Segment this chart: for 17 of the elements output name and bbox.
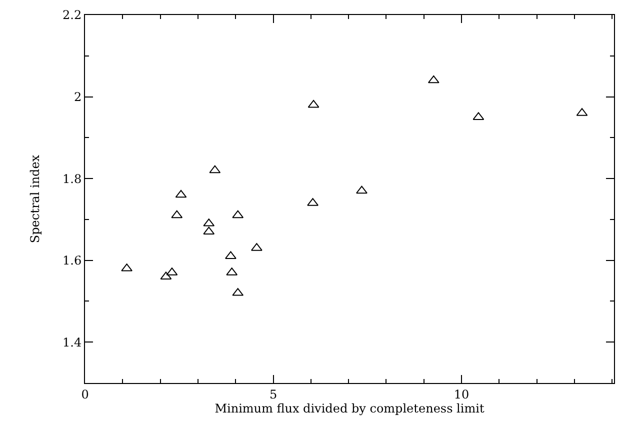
x-tick-label: 10 [454,387,470,402]
point [209,165,221,174]
point [175,190,187,198]
point [356,186,368,194]
y-axis-title: Spectral index [28,154,42,244]
y-tick-label: 1.4 [62,335,82,350]
point [171,210,183,218]
x-tick-label: 5 [269,387,278,402]
y-tick-label: 2.2 [62,8,82,22]
x-axis-title: Minimum flux divided by completeness limit [214,401,484,416]
point [232,210,244,218]
point [308,100,320,108]
x-tick-label: 0 [81,387,89,402]
point [428,75,440,84]
y-tick-label: 2 [74,90,82,104]
y-tick-label: 1.8 [62,172,82,186]
y-tick-label: 1.6 [62,254,82,268]
